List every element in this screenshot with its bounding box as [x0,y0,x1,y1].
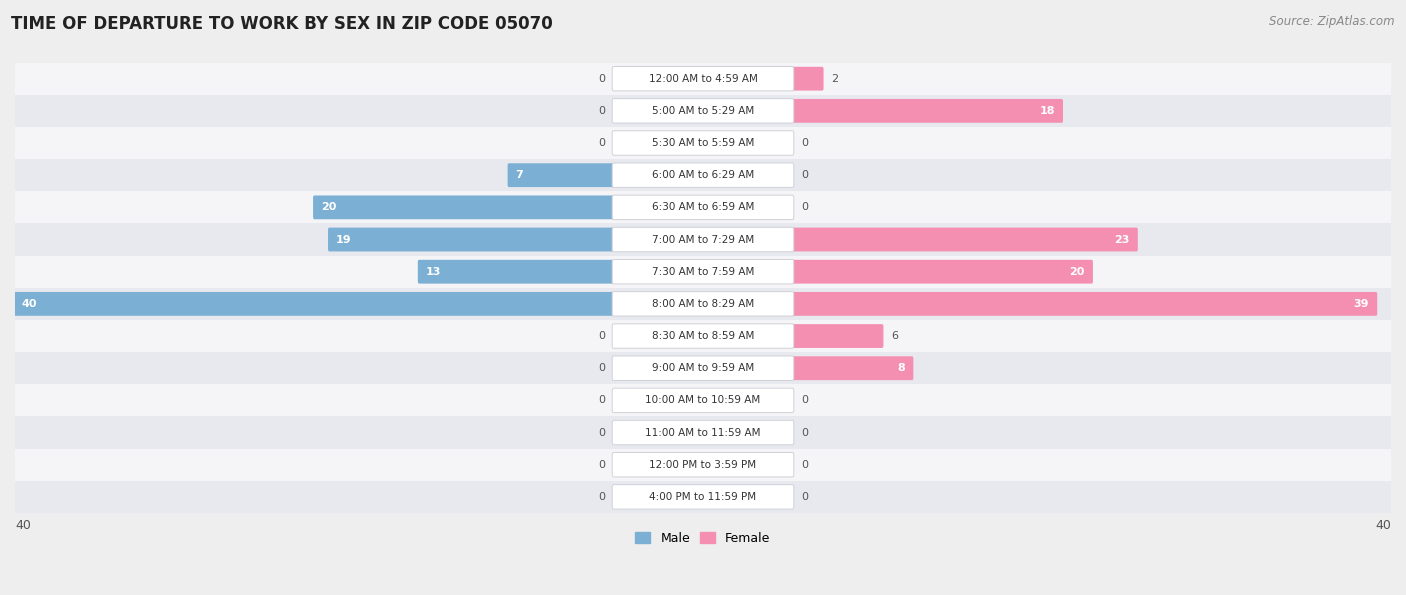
FancyBboxPatch shape [15,384,1391,416]
FancyBboxPatch shape [15,191,1391,224]
FancyBboxPatch shape [15,352,1391,384]
Text: 40: 40 [15,519,31,533]
FancyBboxPatch shape [15,224,1391,256]
Text: 40: 40 [22,299,38,309]
Text: 2: 2 [831,74,838,84]
FancyBboxPatch shape [612,67,794,91]
Text: Source: ZipAtlas.com: Source: ZipAtlas.com [1270,15,1395,28]
Text: 0: 0 [598,428,605,437]
Text: 19: 19 [336,234,352,245]
Text: 0: 0 [801,460,808,469]
Text: 0: 0 [801,396,808,405]
FancyBboxPatch shape [15,481,1391,513]
Text: 20: 20 [1070,267,1085,277]
Text: 0: 0 [598,460,605,469]
Text: 0: 0 [598,492,605,502]
Text: 13: 13 [426,267,441,277]
FancyBboxPatch shape [14,292,614,316]
FancyBboxPatch shape [15,256,1391,288]
FancyBboxPatch shape [612,131,794,155]
FancyBboxPatch shape [612,195,794,220]
Text: 0: 0 [598,138,605,148]
Text: 8: 8 [897,363,905,373]
FancyBboxPatch shape [15,95,1391,127]
Text: 39: 39 [1354,299,1369,309]
Text: 5:00 AM to 5:29 AM: 5:00 AM to 5:29 AM [652,106,754,116]
FancyBboxPatch shape [612,324,794,348]
FancyBboxPatch shape [328,228,614,252]
FancyBboxPatch shape [792,67,824,90]
Text: 12:00 PM to 3:59 PM: 12:00 PM to 3:59 PM [650,460,756,469]
FancyBboxPatch shape [612,227,794,252]
FancyBboxPatch shape [15,320,1391,352]
Text: 7:00 AM to 7:29 AM: 7:00 AM to 7:29 AM [652,234,754,245]
FancyBboxPatch shape [612,452,794,477]
Text: 40: 40 [1375,519,1391,533]
Text: 0: 0 [801,202,808,212]
FancyBboxPatch shape [15,159,1391,191]
FancyBboxPatch shape [612,163,794,187]
Text: 0: 0 [801,170,808,180]
Text: 0: 0 [598,331,605,341]
Text: 0: 0 [598,396,605,405]
Text: 6:00 AM to 6:29 AM: 6:00 AM to 6:29 AM [652,170,754,180]
Text: TIME OF DEPARTURE TO WORK BY SEX IN ZIP CODE 05070: TIME OF DEPARTURE TO WORK BY SEX IN ZIP … [11,15,553,33]
Text: 0: 0 [801,138,808,148]
FancyBboxPatch shape [508,163,614,187]
Legend: Male, Female: Male, Female [630,527,776,550]
FancyBboxPatch shape [612,388,794,412]
Text: 8:00 AM to 8:29 AM: 8:00 AM to 8:29 AM [652,299,754,309]
Text: 10:00 AM to 10:59 AM: 10:00 AM to 10:59 AM [645,396,761,405]
Text: 6: 6 [891,331,898,341]
FancyBboxPatch shape [15,127,1391,159]
FancyBboxPatch shape [792,324,883,348]
Text: 0: 0 [598,363,605,373]
Text: 4:00 PM to 11:59 PM: 4:00 PM to 11:59 PM [650,492,756,502]
Text: 0: 0 [801,492,808,502]
Text: 9:00 AM to 9:59 AM: 9:00 AM to 9:59 AM [652,363,754,373]
FancyBboxPatch shape [792,99,1063,123]
FancyBboxPatch shape [314,196,614,220]
FancyBboxPatch shape [792,356,914,380]
FancyBboxPatch shape [612,356,794,380]
Text: 23: 23 [1115,234,1130,245]
FancyBboxPatch shape [15,449,1391,481]
Text: 11:00 AM to 11:59 AM: 11:00 AM to 11:59 AM [645,428,761,437]
FancyBboxPatch shape [418,260,614,284]
Text: 5:30 AM to 5:59 AM: 5:30 AM to 5:59 AM [652,138,754,148]
Text: 7: 7 [516,170,523,180]
Text: 18: 18 [1039,106,1054,116]
Text: 12:00 AM to 4:59 AM: 12:00 AM to 4:59 AM [648,74,758,84]
FancyBboxPatch shape [612,292,794,316]
Text: 6:30 AM to 6:59 AM: 6:30 AM to 6:59 AM [652,202,754,212]
Text: 8:30 AM to 8:59 AM: 8:30 AM to 8:59 AM [652,331,754,341]
Text: 0: 0 [801,428,808,437]
FancyBboxPatch shape [15,62,1391,95]
FancyBboxPatch shape [792,260,1092,284]
FancyBboxPatch shape [792,228,1137,252]
FancyBboxPatch shape [612,420,794,445]
Text: 20: 20 [321,202,336,212]
Text: 0: 0 [598,74,605,84]
FancyBboxPatch shape [15,416,1391,449]
FancyBboxPatch shape [612,485,794,509]
FancyBboxPatch shape [612,259,794,284]
Text: 7:30 AM to 7:59 AM: 7:30 AM to 7:59 AM [652,267,754,277]
FancyBboxPatch shape [15,288,1391,320]
FancyBboxPatch shape [612,99,794,123]
FancyBboxPatch shape [792,292,1378,316]
Text: 0: 0 [598,106,605,116]
